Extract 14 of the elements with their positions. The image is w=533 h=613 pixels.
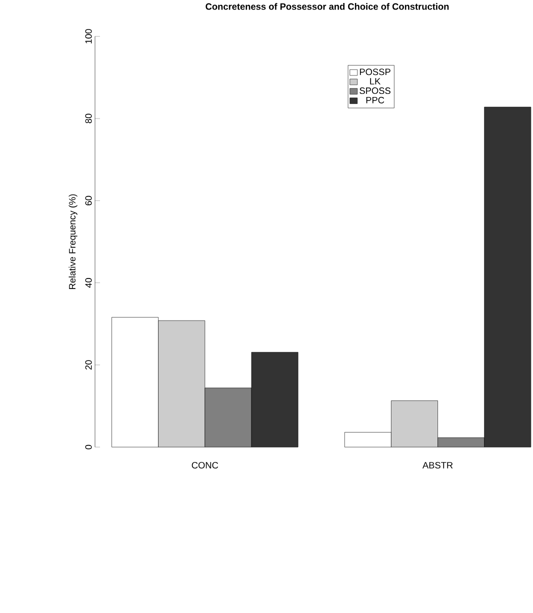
y-tick-label: 60 [85,196,92,206]
x-tick-label: CONC [192,462,218,468]
legend-label: PPC [366,96,384,104]
y-tick-label: 0 [85,444,92,450]
y-axis-title: Relative Frequency (%) [68,194,78,289]
y-tick-label: 20 [85,360,92,370]
x-tick-label: ABSTR [422,462,453,468]
legend-label: LK [370,78,380,84]
y-tick-label: 40 [85,278,92,288]
legend-label: POSSP [360,68,390,76]
y-tick-label: 80 [85,114,92,124]
chart-title: Concreteness of Possessor and Choice of Construction [206,3,449,10]
legend-label: SPOSS [360,87,390,94]
y-tick-label: 100 [85,29,92,44]
